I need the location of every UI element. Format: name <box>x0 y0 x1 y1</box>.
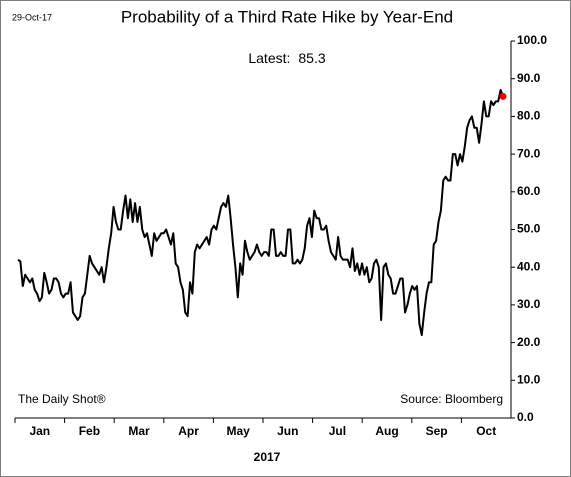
date: 29-Oct-17 <box>12 12 52 22</box>
x-tick-label: Jul <box>329 424 346 438</box>
x-tick-label: Aug <box>375 424 398 438</box>
x-tick-label: Feb <box>79 424 100 438</box>
y-tick-label: 70.0 <box>517 146 541 160</box>
y-tick-label: 90.0 <box>517 71 541 85</box>
latest-value: 85.3 <box>298 50 325 66</box>
x-tick-label: Mar <box>128 424 150 438</box>
y-tick-label: 0.0 <box>517 410 534 424</box>
x-tick-label: Sep <box>426 424 448 438</box>
y-tick-label: 50.0 <box>517 222 541 236</box>
latest-point <box>499 92 507 100</box>
y-tick-label: 100.0 <box>517 33 547 47</box>
x-tick-label: Jun <box>277 424 298 438</box>
x-tick-label: May <box>227 424 251 438</box>
y-tick-label: 10.0 <box>517 372 541 386</box>
y-tick-label: 30.0 <box>517 297 541 311</box>
latest-label: Latest: <box>248 50 290 66</box>
latest-annotation: Latest: 85.3 <box>248 50 325 66</box>
x-tick-label: Oct <box>476 424 496 438</box>
chart-title: Probability of a Third Rate Hike by Year… <box>121 7 453 26</box>
y-tick-label: 60.0 <box>517 184 541 198</box>
source: Source: Bloomberg <box>400 392 503 406</box>
y-tick-label: 40.0 <box>517 259 541 273</box>
x-tick-label: Jan <box>29 424 50 438</box>
y-tick-label: 20.0 <box>517 335 541 349</box>
line-series <box>17 89 504 337</box>
y-tick-label: 80.0 <box>517 109 541 123</box>
x-tick-label: Apr <box>178 424 199 438</box>
x-axis-label: 2017 <box>254 450 281 464</box>
left-note: The Daily Shot® <box>18 392 106 406</box>
